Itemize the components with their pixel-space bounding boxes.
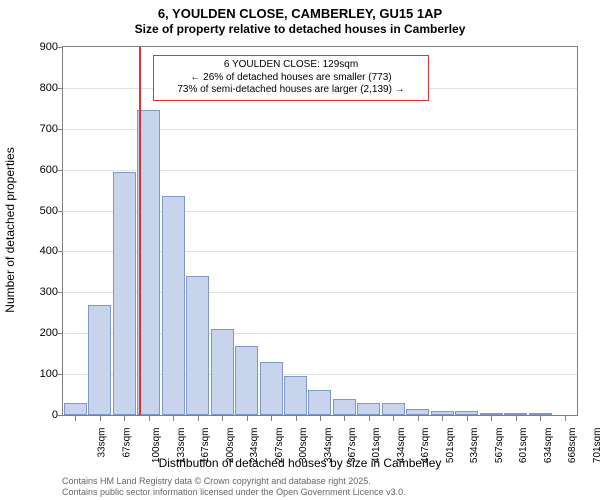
y-tick-label: 900 [40, 41, 58, 53]
y-axis-label: Number of detached properties [3, 147, 17, 312]
tick-mark [296, 416, 297, 421]
bar [162, 196, 185, 415]
bar [211, 329, 234, 415]
bar [235, 346, 258, 416]
y-tick-label: 100 [40, 368, 58, 380]
tick-mark [540, 416, 541, 421]
bar [529, 413, 552, 415]
bar [113, 172, 136, 415]
bar [308, 390, 331, 415]
x-axis-label: Distribution of detached houses by size … [0, 456, 600, 470]
y-tick-label: 500 [40, 205, 58, 217]
tick-mark [198, 416, 199, 421]
tick-mark [75, 416, 76, 421]
bar [455, 411, 478, 415]
tick-mark [320, 416, 321, 421]
bar [382, 403, 405, 415]
tick-mark [222, 416, 223, 421]
bar [406, 409, 429, 415]
tick-mark [124, 416, 125, 421]
bar [480, 413, 503, 415]
y-tick-label: 200 [40, 327, 58, 339]
bar [357, 403, 380, 415]
chart-container: 6, YOULDEN CLOSE, CAMBERLEY, GU15 1AP Si… [0, 0, 600, 500]
bar [333, 399, 356, 415]
tick-mark [442, 416, 443, 421]
tick-mark [271, 416, 272, 421]
tick-mark [100, 416, 101, 421]
tick-mark [149, 416, 150, 421]
tick-mark [516, 416, 517, 421]
annotation-line1: 6 YOULDEN CLOSE: 129sqm [160, 59, 422, 72]
bar [260, 362, 283, 415]
y-tick-label: 600 [40, 164, 58, 176]
bar [64, 403, 87, 415]
x-tick-label: 33sqm [97, 428, 108, 458]
y-tick-label: 800 [40, 82, 58, 94]
title-line2: Size of property relative to detached ho… [0, 22, 600, 36]
x-tick-label: 67sqm [121, 428, 132, 458]
tick-mark [369, 416, 370, 421]
marker-line [139, 47, 141, 415]
y-tick-label: 400 [40, 245, 58, 257]
tick-mark [418, 416, 419, 421]
bar [88, 305, 111, 415]
y-tick-label: 300 [40, 286, 58, 298]
plot-area: 6 YOULDEN CLOSE: 129sqm ← 26% of detache… [62, 46, 578, 416]
bar [431, 411, 454, 415]
tick-mark [393, 416, 394, 421]
bar [504, 413, 527, 415]
tick-mark [491, 416, 492, 421]
bar [137, 110, 160, 415]
tick-mark [173, 416, 174, 421]
annotation-line3: 73% of semi-detached houses are larger (… [160, 84, 422, 97]
bar [284, 376, 307, 415]
footer-line2: Contains public sector information licen… [62, 487, 406, 497]
annotation-box: 6 YOULDEN CLOSE: 129sqm ← 26% of detache… [153, 55, 429, 101]
tick-mark [467, 416, 468, 421]
footer-line1: Contains HM Land Registry data © Crown c… [62, 476, 371, 486]
y-tick-label: 700 [40, 123, 58, 135]
tick-mark [344, 416, 345, 421]
annotation-line2: ← 26% of detached houses are smaller (77… [160, 72, 422, 85]
title-line1: 6, YOULDEN CLOSE, CAMBERLEY, GU15 1AP [0, 6, 600, 21]
tick-mark [247, 416, 248, 421]
bar [186, 276, 209, 415]
tick-mark [565, 416, 566, 421]
